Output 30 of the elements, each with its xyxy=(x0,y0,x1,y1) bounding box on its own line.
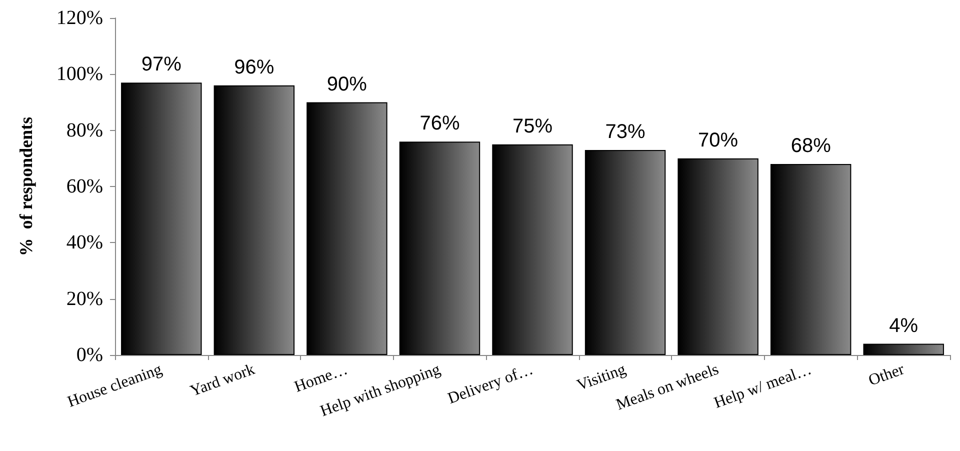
data-label: 73% xyxy=(605,120,646,143)
x-tick-label: Visiting xyxy=(574,361,628,394)
bar xyxy=(678,158,758,355)
y-tick-label: 20% xyxy=(66,288,103,310)
bar xyxy=(863,344,944,355)
data-label: 68% xyxy=(790,135,832,158)
data-label: 90% xyxy=(326,73,368,96)
bar xyxy=(492,144,573,355)
x-tick-label: Home… xyxy=(292,361,350,396)
bar xyxy=(306,102,388,355)
data-label: 76% xyxy=(420,112,460,135)
y-tick-label: 100% xyxy=(56,63,103,86)
y-tick-label: 80% xyxy=(66,119,103,142)
y-tick-label: 120% xyxy=(56,7,103,29)
y-tick-label: 40% xyxy=(66,232,103,254)
bar xyxy=(399,142,480,355)
bar xyxy=(584,150,666,355)
y-axis-title: % of respondents xyxy=(16,116,36,256)
data-label: 96% xyxy=(234,56,274,78)
x-tick-label: Delivery of… xyxy=(446,361,536,408)
data-label: 97% xyxy=(141,54,182,76)
x-tick-label: Yard work xyxy=(188,361,258,400)
y-tick-label: 60% xyxy=(66,176,103,198)
bar xyxy=(214,85,295,355)
bar xyxy=(770,164,852,355)
data-label: 70% xyxy=(698,129,738,152)
bar xyxy=(121,82,202,355)
x-tick-label: Other xyxy=(866,360,908,390)
data-label: 75% xyxy=(512,115,553,138)
data-label: 4% xyxy=(889,314,918,337)
